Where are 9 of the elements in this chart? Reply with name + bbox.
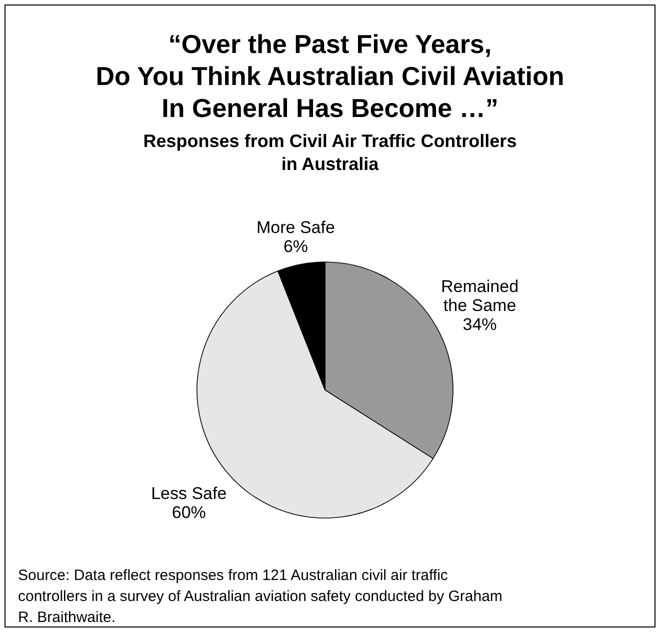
chart-title: “Over the Past Five Years, Do You Think Australian Civil Aviation In General Has Become …” [96, 29, 564, 123]
slice-label: Less Safe [151, 484, 227, 504]
source-note: Source: Data reflect responses from 121 Australian civil air traffic controllers in a survey of Australian aviation safety conducted by Graham R. Braithwaite. [18, 567, 502, 626]
data-label: 34% [462, 314, 497, 334]
data-label: 6% [283, 237, 308, 256]
data-label: 60% [172, 503, 206, 522]
slice-label: More Safe [256, 218, 335, 238]
slice-label: Remained the Same [441, 276, 519, 315]
chart-subtitle: Responses from Civil Air Traffic Controllers in Australia [143, 131, 517, 174]
